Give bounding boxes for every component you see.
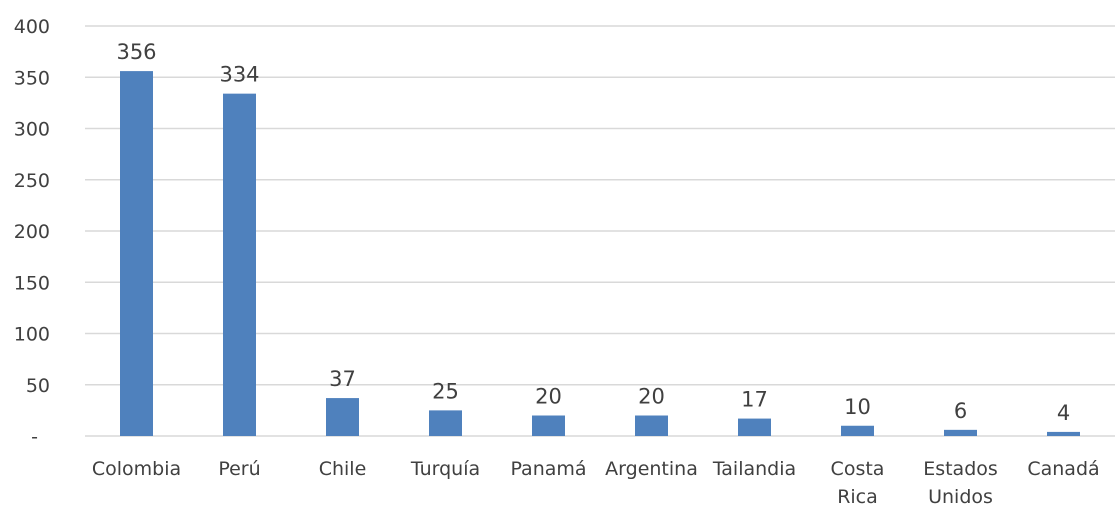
y-tick-label: 100 (14, 324, 50, 346)
y-tick-label: 50 (26, 375, 50, 397)
bar (326, 398, 359, 436)
data-label: 25 (432, 379, 459, 403)
x-axis-ticks: Colombia Perú Chile Turquía Panamá Argentina T… (92, 458, 1100, 508)
x-tick-label: Turquía (410, 458, 480, 480)
data-label: 6 (954, 399, 967, 423)
bars (120, 71, 1080, 437)
bar (532, 415, 565, 436)
data-label: 37 (329, 367, 356, 391)
x-tick-label: Tailandia (712, 458, 796, 480)
y-tick-label: 400 (14, 16, 50, 38)
bar (841, 425, 874, 436)
x-tick-label: Canadá (1027, 458, 1099, 480)
x-tick-label: Chile (319, 458, 367, 480)
x-tick-label: Perú (218, 458, 260, 480)
y-tick-label: - (31, 426, 38, 448)
data-label: 10 (844, 395, 871, 419)
bar (429, 410, 462, 436)
x-tick-label: Panamá (510, 458, 586, 480)
x-tick-label: Argentina (605, 458, 698, 480)
data-label: 17 (741, 388, 768, 412)
data-label: 20 (535, 385, 562, 409)
bar (635, 415, 668, 436)
bar (120, 71, 153, 436)
data-label: 356 (116, 40, 156, 64)
y-tick-label: 350 (14, 67, 50, 89)
y-tick-label: 300 (14, 119, 50, 141)
x-tick-label: Colombia (92, 458, 181, 480)
bar (223, 93, 256, 437)
y-tick-label: 250 (14, 170, 50, 192)
data-label: 334 (219, 63, 259, 87)
data-label: 20 (638, 385, 665, 409)
x-tick-label: Costa Rica (831, 458, 885, 508)
bar (1047, 431, 1080, 436)
x-tick-label: Estados Unidos (923, 458, 998, 508)
y-axis-ticks: - 50 100 150 200 250 300 350 400 (14, 16, 50, 448)
bar (944, 429, 977, 436)
data-labels: 356 334 37 25 20 20 17 10 6 4 (116, 40, 1070, 425)
bar (738, 418, 771, 436)
y-tick-label: 150 (14, 272, 50, 294)
y-tick-label: 200 (14, 221, 50, 243)
data-label: 4 (1057, 401, 1070, 425)
gridlines (85, 25, 1115, 437)
